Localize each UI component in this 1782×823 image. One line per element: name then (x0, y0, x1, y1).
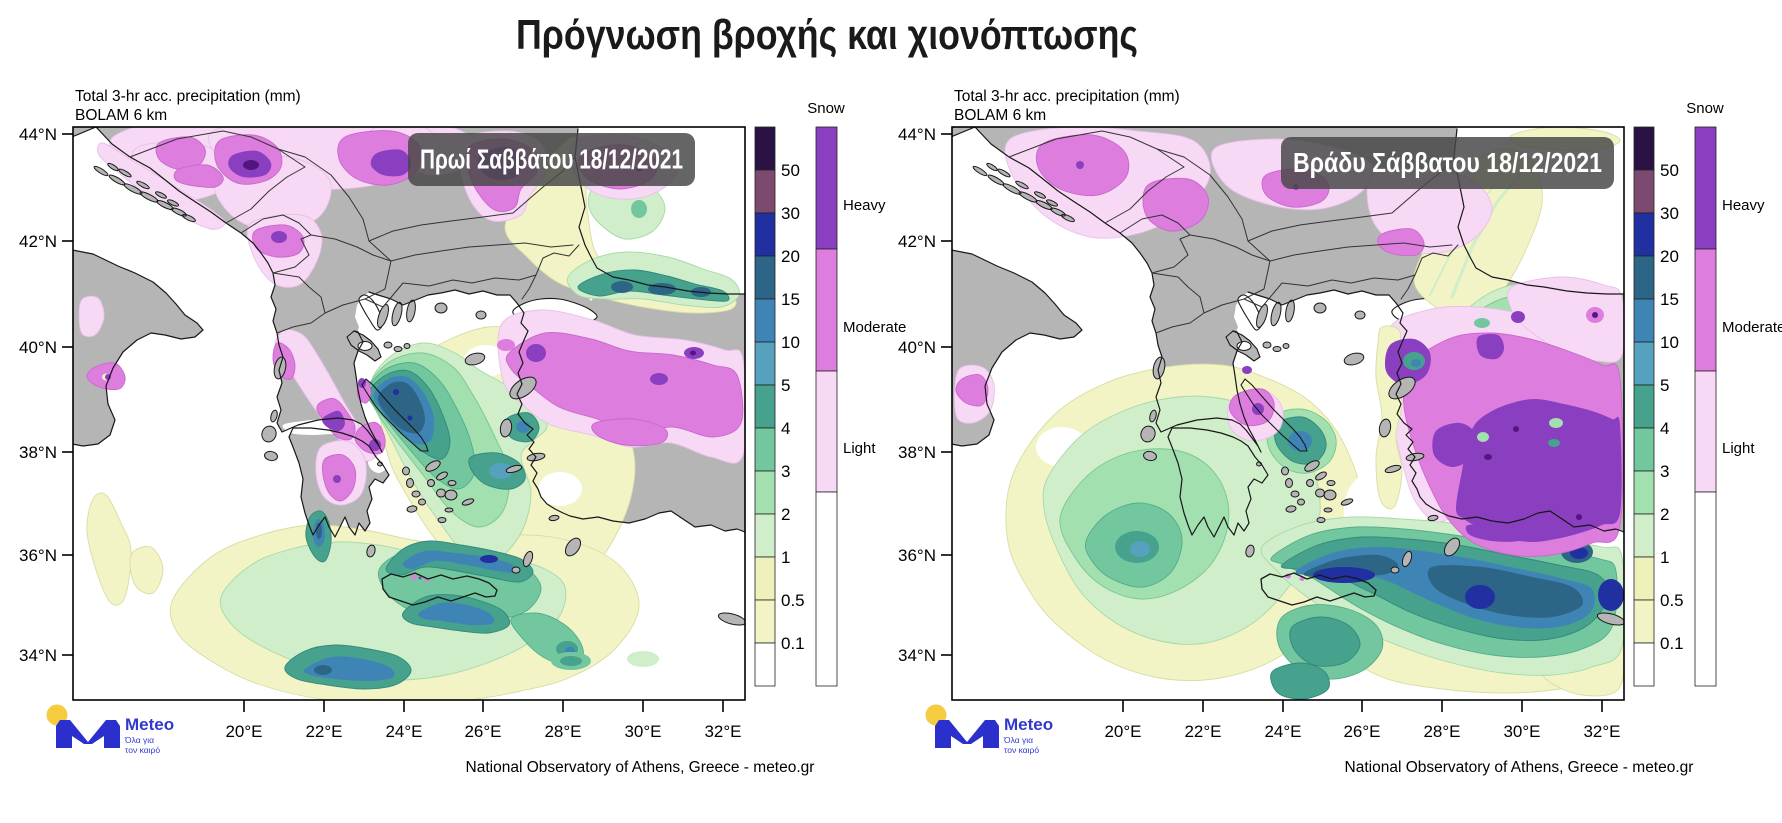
svg-text:22°E: 22°E (305, 722, 342, 741)
svg-text:20: 20 (1660, 247, 1679, 266)
svg-text:Όλα για: Όλα για (1003, 735, 1033, 745)
svg-text:Total 3-hr acc. precipitation: Total 3-hr acc. precipitation (mm) (954, 88, 1180, 105)
svg-text:2: 2 (1660, 505, 1669, 524)
svg-text:30: 30 (781, 204, 800, 223)
svg-text:28°E: 28°E (1423, 722, 1460, 741)
svg-text:Moderate: Moderate (1722, 319, 1782, 336)
svg-text:42°N: 42°N (898, 232, 936, 251)
svg-text:Meteo: Meteo (1004, 715, 1053, 734)
svg-text:Light: Light (1722, 440, 1755, 457)
svg-text:3: 3 (1660, 462, 1669, 481)
svg-text:20: 20 (781, 247, 800, 266)
svg-text:15: 15 (1660, 290, 1679, 309)
svg-text:Πρωί Σαββάτου 18/12/2021: Πρωί Σαββάτου 18/12/2021 (420, 144, 683, 175)
svg-text:1: 1 (781, 548, 790, 567)
svg-text:44°N: 44°N (898, 125, 936, 144)
svg-text:τον καιρό: τον καιρό (125, 745, 160, 755)
svg-text:Moderate: Moderate (843, 319, 906, 336)
svg-text:Heavy: Heavy (843, 197, 886, 214)
svg-text:15: 15 (781, 290, 800, 309)
svg-text:0.1: 0.1 (781, 634, 805, 653)
svg-text:30: 30 (1660, 204, 1679, 223)
svg-text:34°N: 34°N (19, 646, 57, 665)
svg-text:10: 10 (1660, 333, 1679, 352)
svg-text:36°N: 36°N (898, 546, 936, 565)
svg-text:36°N: 36°N (19, 546, 57, 565)
svg-text:Meteo: Meteo (125, 715, 174, 734)
svg-text:40°N: 40°N (19, 338, 57, 357)
svg-text:50: 50 (1660, 161, 1679, 180)
svg-text:20°E: 20°E (1104, 722, 1141, 741)
svg-text:Light: Light (843, 440, 876, 457)
svg-text:Πρόγνωση βροχής και χιονόπτωση: Πρόγνωση βροχής και χιονόπτωσης (516, 11, 1138, 58)
svg-text:26°E: 26°E (1343, 722, 1380, 741)
svg-text:4: 4 (1660, 419, 1669, 438)
svg-text:BOLAM 6 km: BOLAM 6 km (75, 107, 167, 124)
svg-text:Όλα για: Όλα για (124, 735, 154, 745)
svg-text:BOLAM 6 km: BOLAM 6 km (954, 107, 1046, 124)
svg-text:National Observatory of Athens: National Observatory of Athens, Greece -… (1345, 759, 1694, 776)
svg-text:30°E: 30°E (624, 722, 661, 741)
svg-text:22°E: 22°E (1184, 722, 1221, 741)
svg-text:5: 5 (781, 376, 790, 395)
svg-text:38°N: 38°N (19, 443, 57, 462)
svg-text:20°E: 20°E (225, 722, 262, 741)
svg-text:28°E: 28°E (544, 722, 581, 741)
svg-text:40°N: 40°N (898, 338, 936, 357)
svg-text:10: 10 (781, 333, 800, 352)
svg-text:5: 5 (1660, 376, 1669, 395)
svg-text:24°E: 24°E (385, 722, 422, 741)
svg-text:Snow: Snow (807, 100, 845, 117)
svg-text:42°N: 42°N (19, 232, 57, 251)
svg-text:34°N: 34°N (898, 646, 936, 665)
svg-text:τον καιρό: τον καιρό (1004, 745, 1039, 755)
svg-text:24°E: 24°E (1264, 722, 1301, 741)
svg-text:50: 50 (781, 161, 800, 180)
svg-text:38°N: 38°N (898, 443, 936, 462)
svg-text:National Observatory of Athens: National Observatory of Athens, Greece -… (466, 759, 815, 776)
svg-text:2: 2 (781, 505, 790, 524)
svg-text:Heavy: Heavy (1722, 197, 1765, 214)
svg-text:26°E: 26°E (464, 722, 501, 741)
svg-text:1: 1 (1660, 548, 1669, 567)
svg-text:44°N: 44°N (19, 125, 57, 144)
svg-text:Total 3-hr acc. precipitation: Total 3-hr acc. precipitation (mm) (75, 88, 301, 105)
svg-text:0.5: 0.5 (781, 591, 805, 610)
svg-text:0.5: 0.5 (1660, 591, 1684, 610)
svg-text:0.1: 0.1 (1660, 634, 1684, 653)
svg-text:4: 4 (781, 419, 790, 438)
svg-text:30°E: 30°E (1503, 722, 1540, 741)
svg-text:Βράδυ Σάββατου 18/12/2021: Βράδυ Σάββατου 18/12/2021 (1293, 147, 1602, 178)
svg-text:Snow: Snow (1686, 100, 1724, 117)
svg-text:3: 3 (781, 462, 790, 481)
svg-text:32°E: 32°E (704, 722, 741, 741)
svg-text:32°E: 32°E (1583, 722, 1620, 741)
